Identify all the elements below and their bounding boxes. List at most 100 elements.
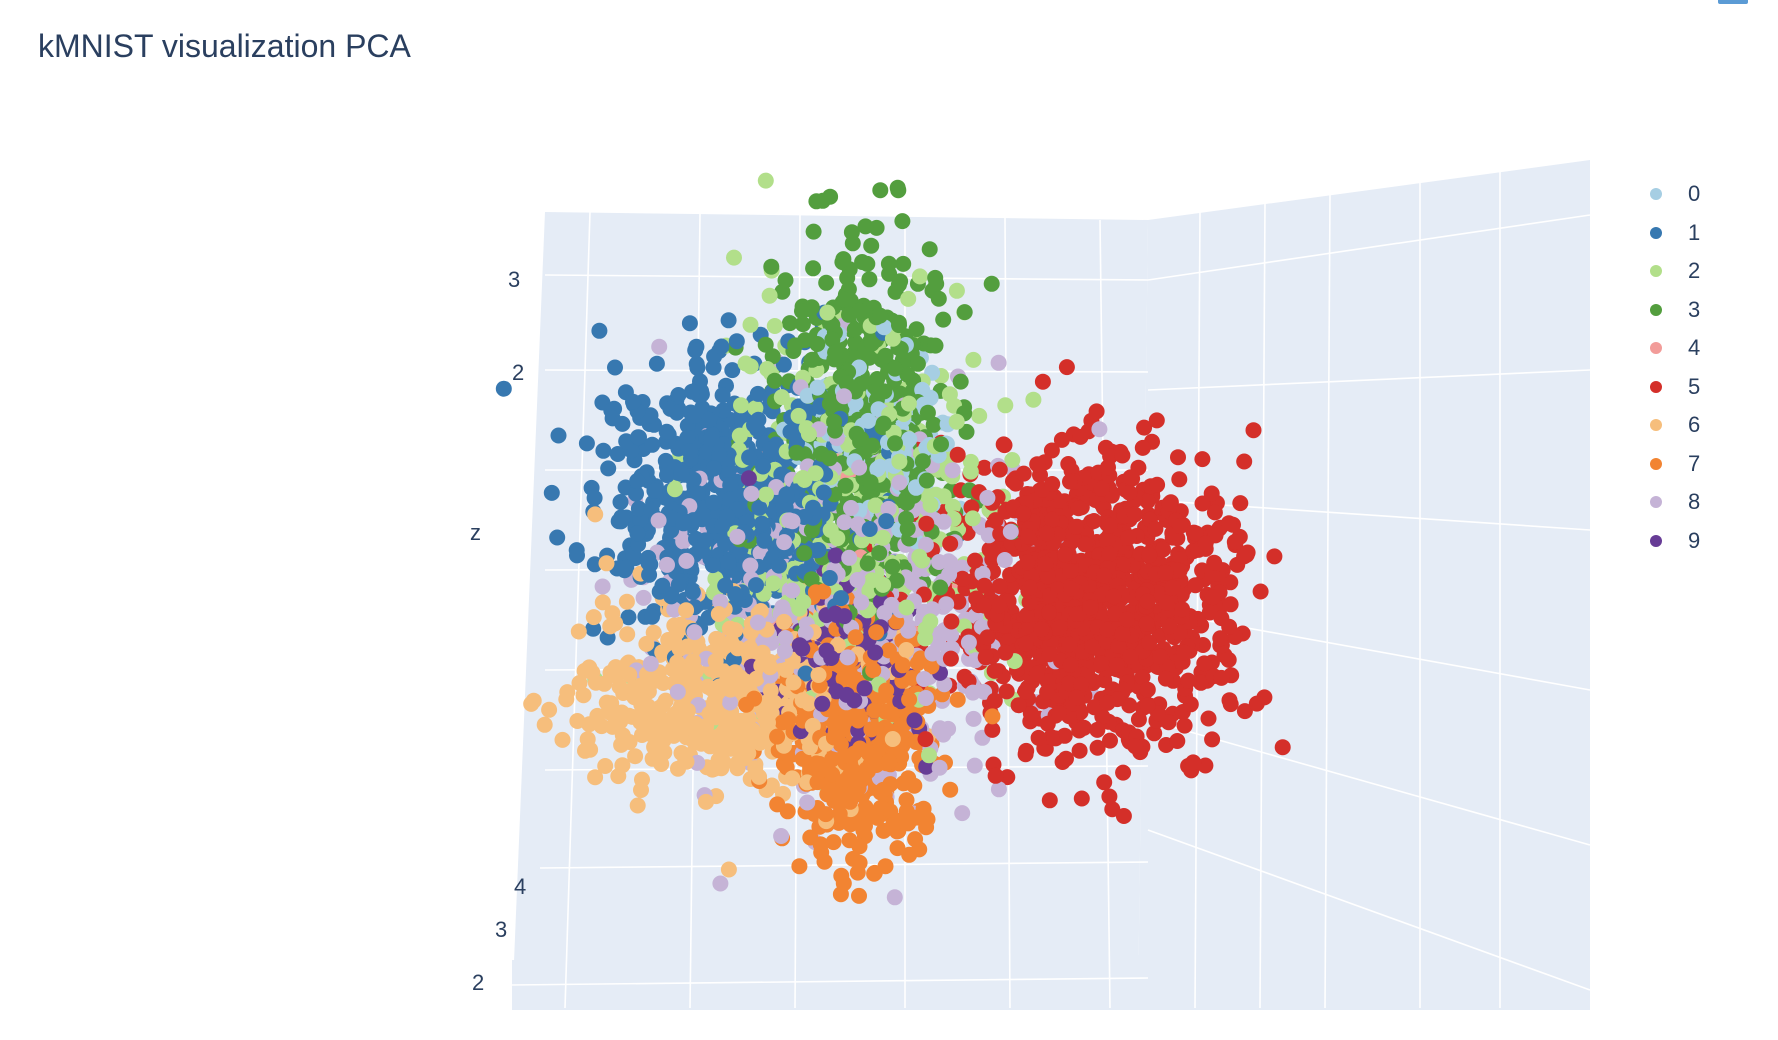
scatter-point-6 [723, 634, 740, 651]
scatter-point-2 [964, 510, 981, 527]
scatter-point-7 [812, 836, 829, 853]
scatter-point-5 [991, 578, 1008, 595]
scatter-point-8 [642, 655, 659, 672]
scatter-point-5 [1157, 564, 1174, 581]
scatter-point-5 [1127, 738, 1144, 755]
scatter-point-1 [771, 557, 787, 574]
scatter-point-5 [996, 437, 1013, 454]
scatter-point-7 [825, 834, 842, 851]
scatter-point-1 [688, 356, 705, 372]
scatter-point-6 [741, 639, 758, 656]
scatter-point-7 [826, 714, 843, 731]
scatter-point-5 [1044, 476, 1061, 492]
scatter-point-7 [907, 831, 924, 848]
z-tick-label: 3 [508, 267, 520, 292]
scatter-point-6 [735, 725, 752, 741]
scatter-point-7 [872, 799, 889, 816]
scatter-point-5 [979, 629, 996, 646]
scatter-point-5 [1139, 493, 1156, 510]
legend-item-5[interactable]: 5 [1650, 368, 1700, 407]
scatter-point-5 [1071, 722, 1088, 739]
scatter-point-1 [550, 427, 567, 444]
scatter-point-5 [1171, 518, 1188, 534]
grid-line [1147, 829, 1591, 991]
scatter-point-2 [731, 427, 748, 444]
scatter-point-6 [613, 736, 630, 753]
scatter-point-5 [1051, 619, 1068, 636]
legend-item-4[interactable]: 4 [1650, 329, 1700, 368]
legend-item-7[interactable]: 7 [1650, 445, 1700, 484]
scatter-point-6 [727, 664, 744, 681]
scatter-point-3 [803, 522, 820, 539]
scatter-point-8 [996, 552, 1013, 568]
scatter-point-8 [954, 805, 971, 822]
legend-item-0[interactable]: 0 [1650, 175, 1700, 214]
scatter-point-5 [1194, 451, 1211, 468]
scatter-point-3 [763, 258, 780, 275]
scatter-point-5 [998, 683, 1015, 700]
scatter-point-6 [679, 702, 696, 719]
scatter-point-1 [586, 556, 603, 573]
scatter-point-3 [805, 223, 822, 240]
scatter-point-6 [536, 716, 553, 733]
scatter-point-5 [1053, 431, 1070, 448]
scatter-point-5 [976, 597, 993, 614]
scatter-point-1 [620, 609, 637, 626]
scatter-point-3 [956, 304, 973, 321]
scatter-point-5 [1232, 495, 1249, 512]
scatter-point-8 [1091, 421, 1108, 438]
scatter-point-7 [875, 781, 892, 798]
scatter-point-2 [1004, 452, 1021, 468]
scatter-point-7 [889, 840, 906, 857]
y-tick-label: 2 [472, 970, 484, 995]
legend-item-8[interactable]: 8 [1650, 483, 1700, 522]
scatter-point-1 [703, 430, 720, 447]
chart-title: kMNIST visualization PCA [38, 28, 411, 64]
legend-item-1[interactable]: 1 [1650, 214, 1700, 253]
scatter-point-3 [887, 283, 904, 300]
scatter-point-7 [863, 721, 880, 738]
scatter-point-6 [570, 623, 587, 640]
scatter-point-5 [1101, 517, 1118, 534]
scatter-point-3 [859, 555, 876, 572]
scatter-point-0 [901, 431, 918, 448]
legend-item-9[interactable]: 9 [1650, 522, 1700, 561]
scatter-point-8 [960, 634, 977, 651]
scatter-point-8 [935, 726, 952, 743]
scatter-point-1 [685, 471, 702, 488]
scatter-point-5 [991, 597, 1008, 614]
scatter-point-3 [824, 331, 841, 348]
scatter-point-0 [809, 379, 826, 396]
grid-line [564, 211, 591, 1009]
scatter-point-0 [860, 412, 877, 429]
scatter-point-5 [986, 662, 1003, 679]
scatter-point-5 [1104, 801, 1121, 818]
scatter-point-7 [881, 753, 898, 770]
scatter-point-1 [578, 435, 595, 452]
scatter-point-5 [1062, 656, 1079, 673]
scatter-point-5 [1185, 754, 1202, 771]
scatter-point-1 [642, 407, 659, 424]
scatter-point-5 [1043, 442, 1060, 459]
scatter-point-2 [757, 172, 774, 189]
scatter-point-5 [1222, 574, 1239, 591]
legend-item-3[interactable]: 3 [1650, 291, 1700, 330]
scatter-point-3 [887, 435, 903, 452]
modebar-button[interactable] [1718, 0, 1748, 4]
scatter-point-3 [899, 366, 916, 383]
scatter-point-1 [706, 460, 722, 477]
scatter-point-8 [843, 500, 859, 516]
scatter-point-8 [964, 684, 981, 701]
scatter-point-3 [794, 316, 811, 333]
scatter-point-5 [1062, 563, 1079, 579]
legend-item-2[interactable]: 2 [1650, 252, 1700, 291]
scatter-point-3 [935, 311, 952, 328]
legend-item-6[interactable]: 6 [1650, 406, 1700, 445]
scatter-point-1 [751, 499, 768, 516]
scatter-point-6 [686, 681, 703, 697]
scatter-point-6 [751, 768, 768, 785]
scatter-point-1 [549, 529, 566, 546]
scatter-point-8 [1002, 523, 1019, 540]
scatter-point-7 [880, 642, 897, 659]
